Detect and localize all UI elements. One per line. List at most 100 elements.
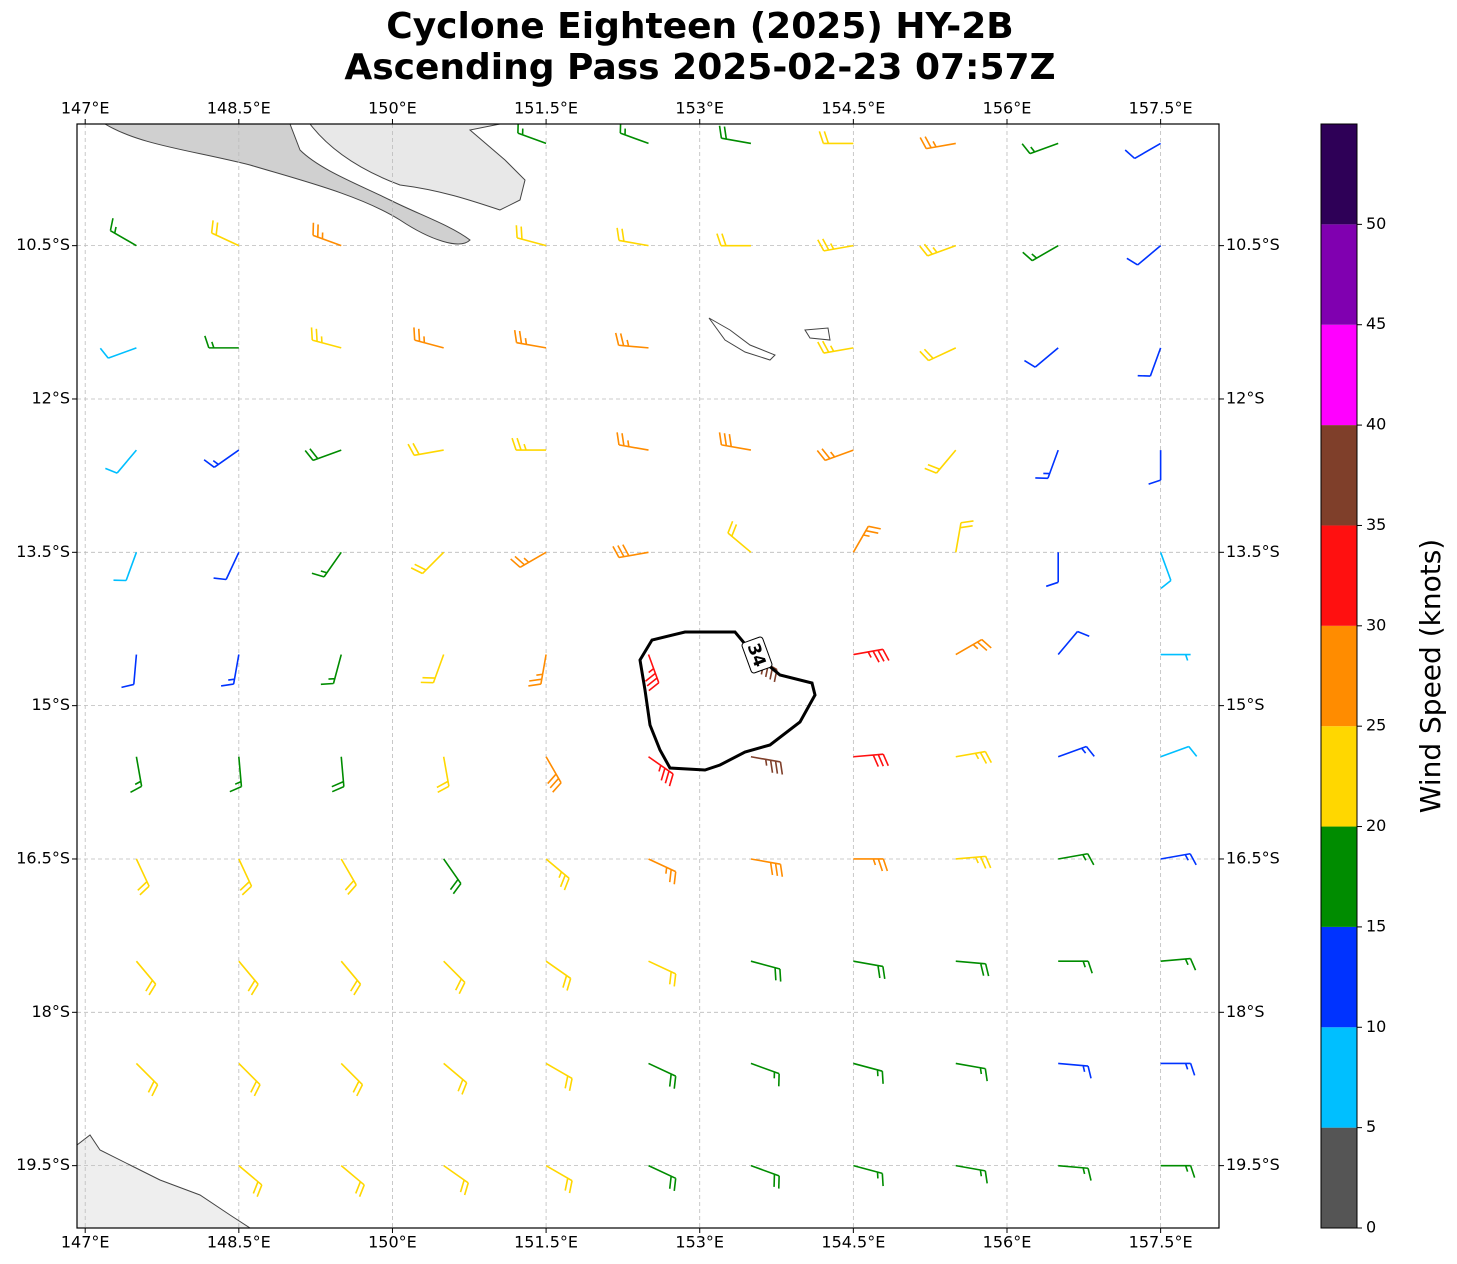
wind-barb: [644, 654, 660, 692]
wind-barb: [1160, 653, 1191, 661]
barb-staff: [113, 552, 138, 582]
wind-barb: [727, 520, 752, 553]
y-tick-label: 16.5°S: [1226, 848, 1280, 867]
wind-barb: [919, 136, 956, 150]
barb-staff: [545, 1062, 573, 1091]
colorbar-segment: [1321, 1127, 1357, 1228]
barb-staff: [203, 449, 240, 468]
colorbar-tick-label: 20: [1366, 816, 1386, 835]
wind-barb: [511, 437, 547, 451]
wind-barb: [121, 654, 138, 689]
label-box: [741, 636, 773, 674]
barb-staff: [818, 131, 854, 145]
wind-barb: [135, 960, 157, 996]
y-tick-label: 10.5°S: [16, 235, 70, 254]
wind-barb: [510, 551, 547, 569]
barb-staff: [238, 1062, 261, 1097]
barb-staff: [1160, 957, 1197, 971]
y-tick-label: 10.5°S: [1226, 235, 1280, 254]
barb-staff: [410, 551, 445, 575]
wind-barb: [545, 960, 572, 991]
barb-staff: [331, 756, 345, 793]
title-line-1: Cyclone Eighteen (2025) HY-2B: [386, 6, 1013, 47]
barb-staff: [1022, 244, 1059, 262]
wind-barb: [1045, 552, 1059, 588]
title-line-2: Ascending Pass 2025-02-23 07:57Z: [344, 47, 1055, 88]
colorbar-segment: [1321, 926, 1357, 1028]
wind-barb: [1126, 245, 1162, 266]
wind-barb: [420, 654, 445, 684]
y-tick-label: 13.5°S: [16, 542, 70, 561]
wind-barb: [135, 1062, 159, 1097]
barb-staff: [853, 1164, 884, 1187]
wind-barb: [331, 756, 345, 793]
wind-barb: [410, 551, 445, 575]
land: [77, 1134, 251, 1228]
wind-barb: [1160, 1062, 1196, 1076]
barb-staff: [616, 432, 649, 451]
wind-barb: [648, 1164, 677, 1191]
wind-barb: [616, 432, 649, 451]
barb-staff: [718, 432, 752, 451]
barb-staff: [121, 654, 138, 689]
x-tick-label: 154.5°E: [821, 99, 885, 118]
barb-staff: [1160, 852, 1197, 866]
colorbar-tick-label: 50: [1366, 214, 1386, 233]
barb-staff: [312, 222, 342, 247]
wind-barb: [304, 448, 342, 462]
wind-barb: [955, 1062, 988, 1082]
barb-staff: [443, 960, 466, 995]
barb-staff: [220, 654, 240, 687]
barb-staff: [1058, 1164, 1092, 1181]
wind-barb: [436, 756, 450, 794]
barb-staff: [852, 525, 881, 553]
barb-staff: [229, 756, 243, 793]
colorbar-segment: [1321, 826, 1357, 927]
barb-staff: [727, 520, 752, 553]
barb-staff: [436, 756, 450, 794]
wind-barb: [1159, 552, 1172, 589]
barb-staff: [109, 218, 137, 247]
barb-staff: [413, 327, 444, 349]
wind-barb: [1021, 142, 1059, 155]
barb-staff: [817, 238, 854, 252]
barb-staff: [340, 858, 357, 895]
wind-barb: [320, 654, 343, 686]
wind-barb: [718, 125, 752, 145]
barb-staff: [105, 449, 138, 474]
barb-staff: [955, 1164, 988, 1184]
colorbar-tick-label: 5: [1366, 1117, 1376, 1136]
wind-barb: [955, 855, 992, 869]
wind-barb: [340, 960, 362, 996]
barb-staff: [955, 855, 992, 869]
colorbar-frame: [1320, 123, 1358, 1229]
barb-staff: [443, 1062, 468, 1095]
wind-barb: [545, 858, 570, 891]
plot-frame: [76, 123, 1220, 1229]
colorbar-label: Wind Speed (knots): [1414, 539, 1447, 813]
barb-staff: [750, 960, 782, 982]
barb-staff: [545, 858, 570, 891]
colorbar-tick-label: 25: [1366, 716, 1386, 735]
barb-staff: [924, 449, 957, 474]
wind-barb: [816, 448, 854, 462]
y-tick-label: 18°S: [31, 1002, 70, 1021]
barb-staff: [750, 1062, 780, 1087]
wind-barb: [716, 233, 751, 247]
barb-staff: [648, 858, 677, 885]
barb-staff: [817, 340, 854, 354]
barb-staff: [517, 124, 547, 145]
y-tick-label: 12°S: [1226, 388, 1265, 407]
barb-staff: [1160, 653, 1191, 661]
barb-staff: [320, 654, 343, 686]
wind-barb: [1148, 450, 1162, 485]
colorbar-segment: [1321, 1027, 1357, 1128]
barb-staff: [816, 448, 854, 462]
barb-staff: [750, 858, 784, 877]
wind-barb: [955, 638, 992, 656]
barb-staff: [443, 1164, 470, 1196]
wind-barb: [1058, 852, 1095, 866]
wind-barb: [443, 1164, 470, 1196]
wind-barb: [130, 756, 143, 794]
wind-barb: [513, 330, 547, 349]
